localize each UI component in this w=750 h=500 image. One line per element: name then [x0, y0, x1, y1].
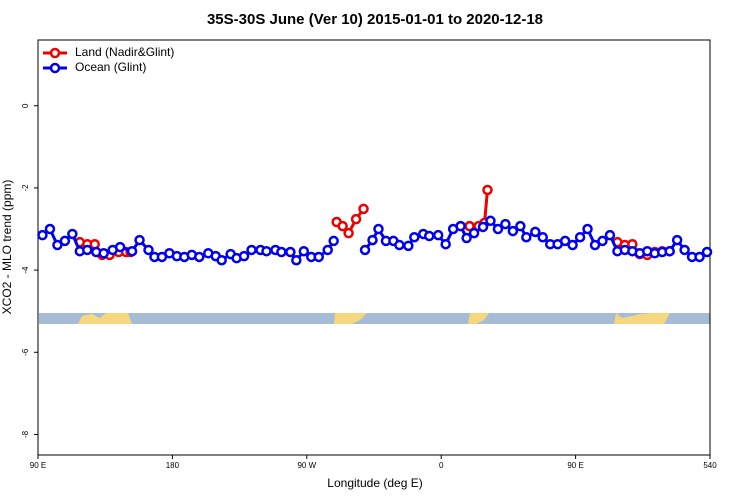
point	[394, 239, 405, 251]
point	[134, 234, 145, 246]
point	[500, 218, 511, 230]
point	[67, 228, 78, 240]
point	[403, 240, 414, 252]
plot-frame	[37, 39, 711, 456]
point	[367, 234, 378, 246]
point	[507, 225, 519, 237]
x-axis-label: Longitude (deg E)	[327, 476, 422, 490]
point	[313, 251, 324, 263]
point	[604, 229, 616, 241]
legend-marker	[49, 47, 61, 59]
point	[359, 244, 371, 256]
point	[37, 229, 48, 241]
point	[285, 246, 296, 258]
point	[261, 245, 272, 257]
point	[521, 231, 532, 243]
point	[291, 254, 302, 266]
point	[597, 235, 608, 247]
point	[59, 235, 71, 247]
legend-marker	[49, 62, 61, 74]
point	[143, 244, 154, 256]
point	[694, 251, 705, 263]
point	[298, 245, 310, 257]
point	[337, 220, 348, 232]
point	[671, 234, 683, 246]
series-line	[79, 189, 670, 257]
point	[567, 239, 578, 251]
x-tick-label: 0	[439, 461, 444, 470]
legend-label: Ocean (Glint)	[75, 60, 146, 74]
point	[515, 220, 526, 232]
point	[44, 223, 56, 235]
point	[701, 246, 713, 258]
land-strip	[39, 313, 710, 324]
point	[492, 223, 504, 235]
point	[98, 248, 109, 259]
x-tick-label: 90 E	[567, 461, 583, 470]
point	[194, 251, 205, 263]
point	[373, 223, 384, 235]
point	[530, 226, 541, 238]
point	[559, 235, 571, 247]
point	[461, 232, 472, 244]
point	[126, 245, 138, 257]
y-axis-label: XCO2 - MLO trend (ppm)	[0, 180, 14, 315]
point	[424, 230, 435, 242]
point	[328, 235, 339, 247]
point	[216, 254, 227, 266]
point	[485, 215, 496, 227]
point	[482, 184, 493, 196]
x-tick-label: 90 E	[30, 461, 46, 470]
point	[343, 227, 354, 239]
point	[664, 245, 675, 257]
y-tick-label: 0	[21, 103, 30, 108]
point	[82, 244, 93, 256]
point	[440, 238, 451, 250]
point	[52, 239, 63, 251]
point	[679, 244, 690, 256]
point	[322, 244, 333, 256]
point	[350, 213, 362, 225]
y-tick-label: -4	[21, 266, 30, 274]
y-tick-label: -6	[21, 348, 30, 356]
point	[276, 246, 287, 258]
point	[574, 231, 586, 243]
point	[477, 221, 489, 233]
point	[468, 227, 480, 239]
point	[358, 203, 369, 215]
point	[582, 223, 593, 235]
point	[455, 220, 466, 232]
y-tick-label: -2	[21, 184, 30, 192]
point	[589, 239, 601, 251]
legend-label: Land (Nadir&Glint)	[75, 45, 174, 59]
x-tick-label: 180	[166, 461, 180, 470]
point	[238, 250, 250, 262]
point	[432, 229, 444, 241]
chart-title: 35S-30S June (Ver 10) 2015-01-01 to 2020…	[207, 11, 543, 28]
point	[246, 244, 257, 256]
x-tick-label: 90 W	[297, 461, 316, 470]
point	[114, 241, 126, 253]
y-tick-label: -8	[21, 430, 30, 438]
x-tick-label: 540	[703, 461, 717, 470]
point	[537, 231, 548, 243]
point	[409, 231, 420, 243]
